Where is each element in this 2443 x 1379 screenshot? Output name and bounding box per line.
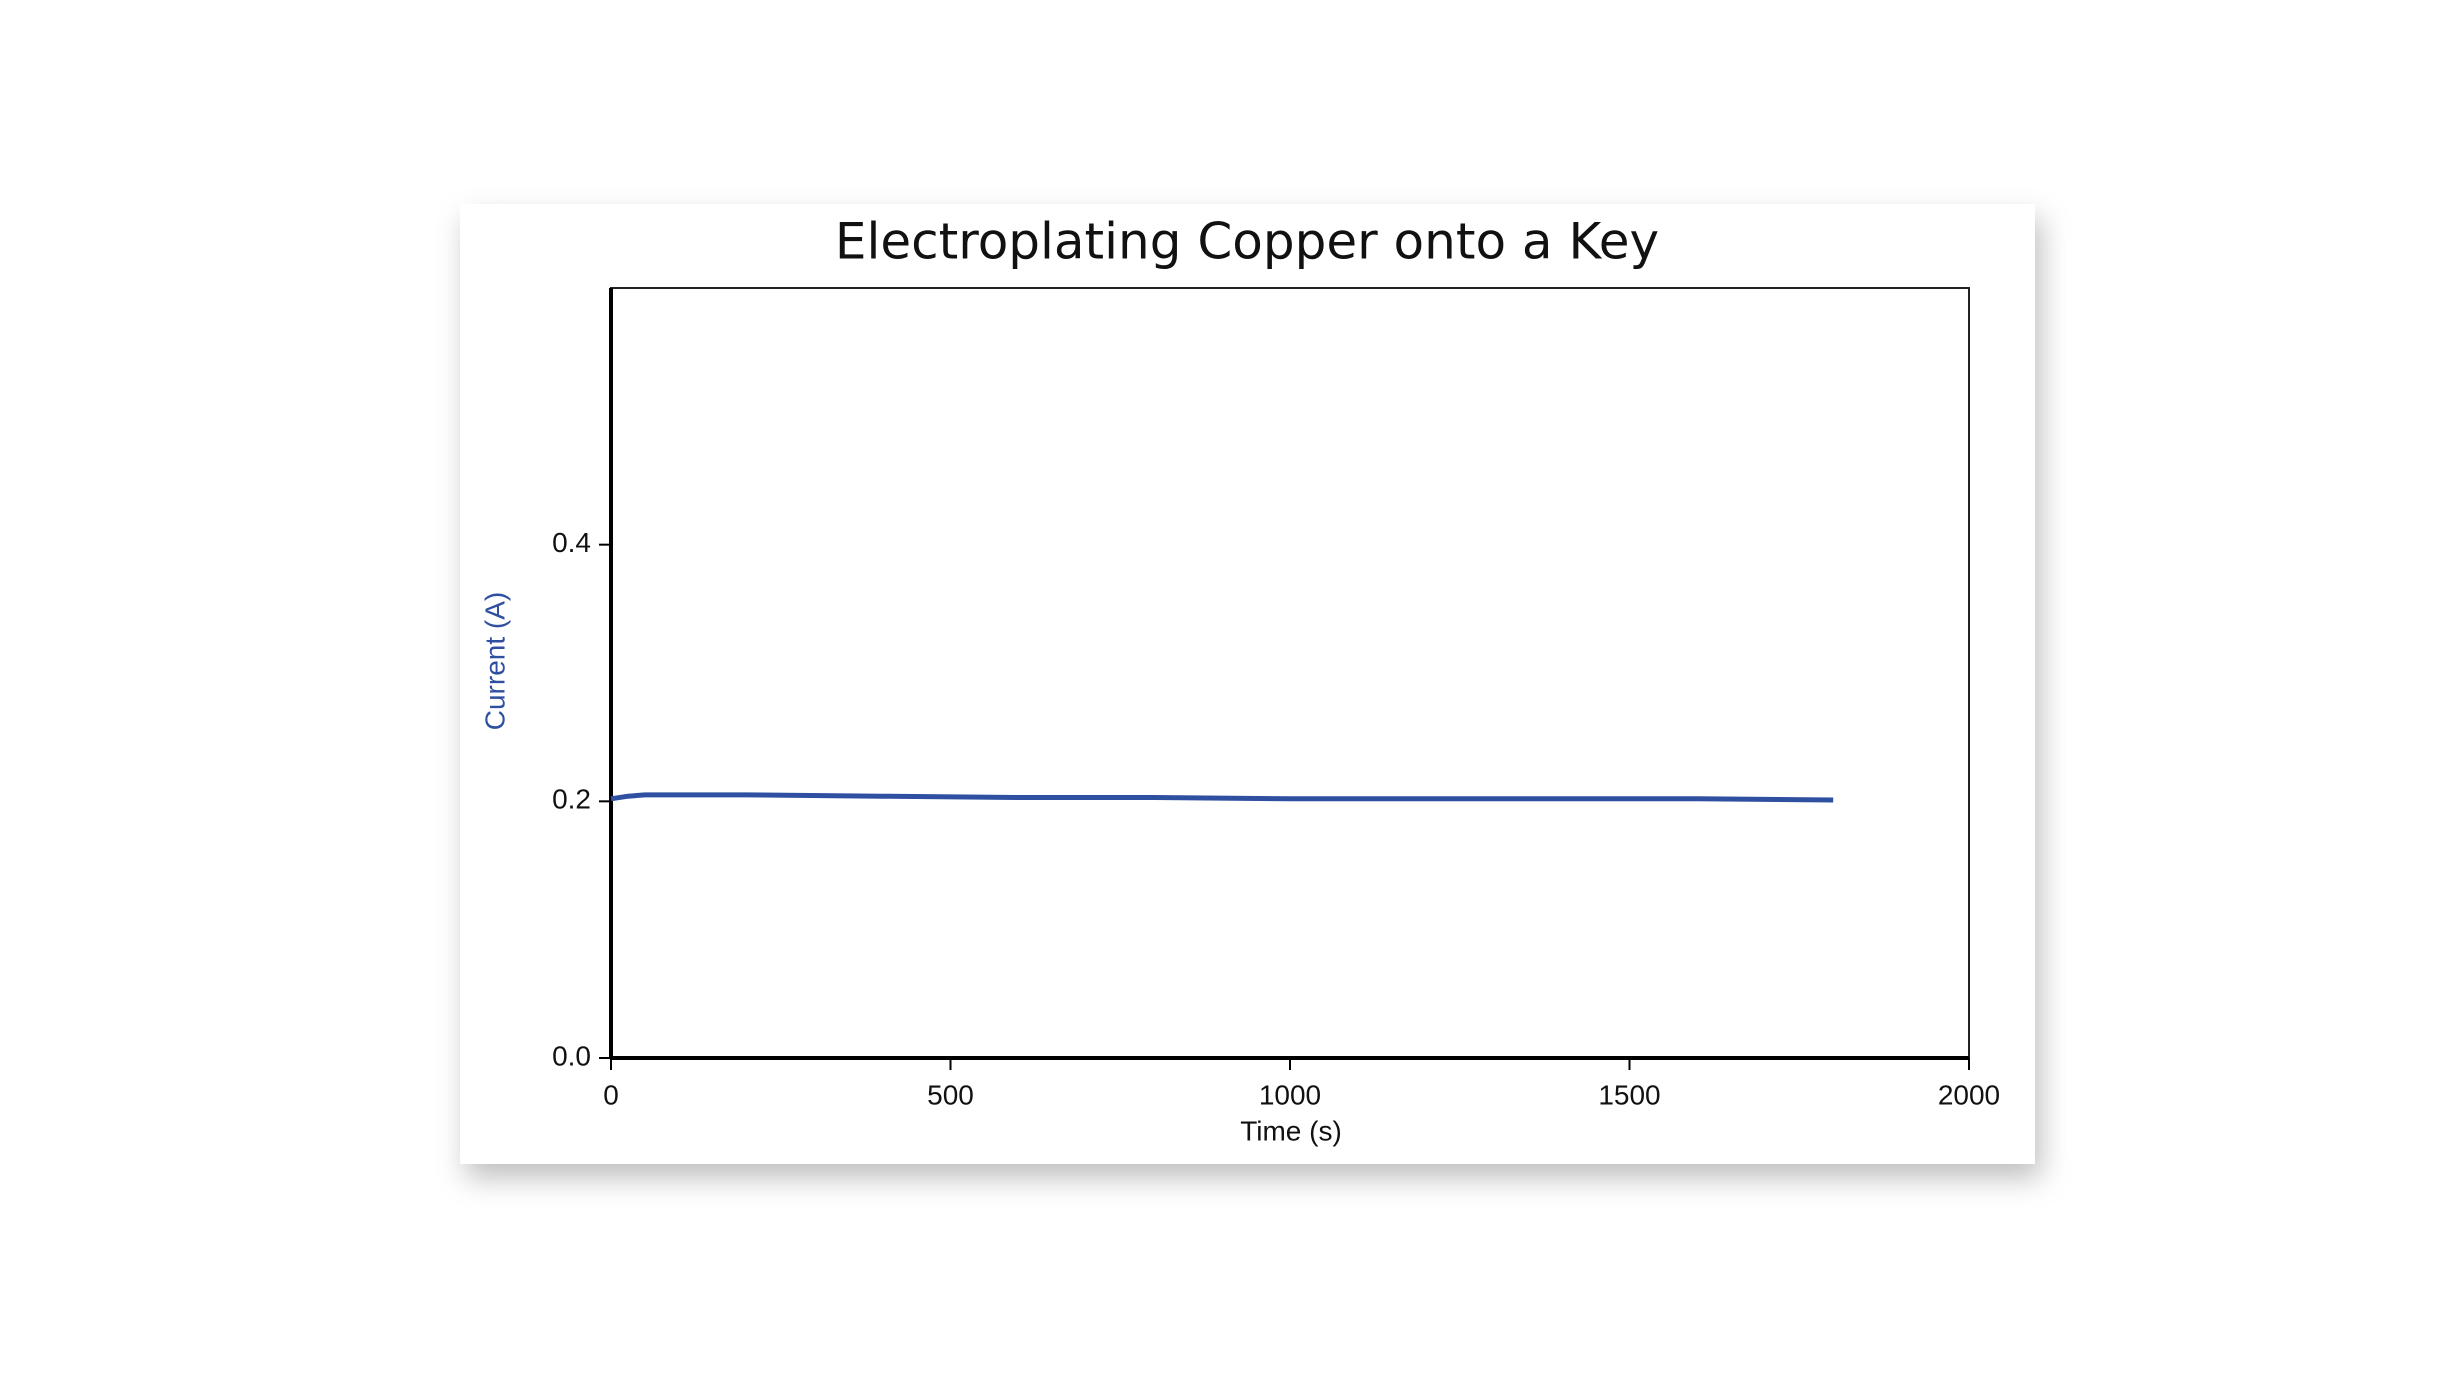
y-tick-label: 0.2: [552, 784, 591, 815]
y-tick-label: 0.4: [552, 527, 591, 558]
x-tick-label: 1500: [1598, 1079, 1660, 1110]
x-tick-label: 500: [927, 1079, 974, 1110]
data-line: [610, 792, 1834, 803]
x-tick-label: 2000: [1938, 1079, 2000, 1110]
chart-title: Electroplating Copper onto a Key: [835, 213, 1659, 271]
card: [460, 204, 2035, 1164]
y-axis-label: Current (A): [479, 592, 510, 730]
x-tick-label: 1000: [1259, 1079, 1321, 1110]
x-tick-label: 0: [603, 1079, 619, 1110]
x-axis-label: Time (s): [1240, 1115, 1342, 1146]
y-tick-label: 0.0: [552, 1040, 591, 1071]
